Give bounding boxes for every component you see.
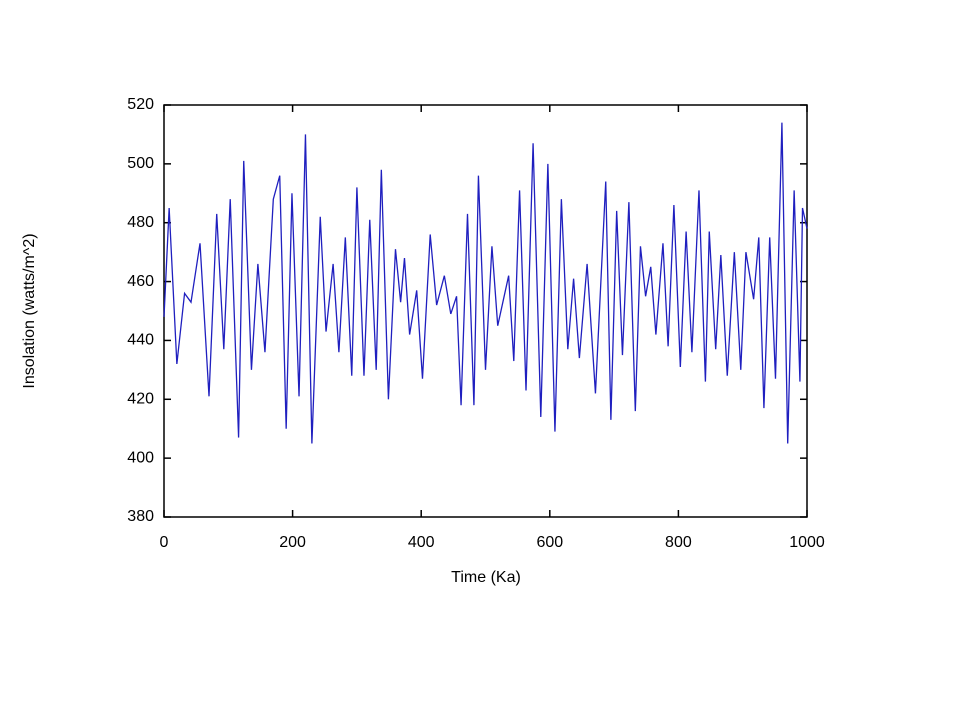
x-tick-label: 1000	[789, 534, 825, 551]
y-tick-label: 460	[127, 273, 154, 290]
y-tick-label: 420	[127, 391, 154, 408]
y-tick-label: 500	[127, 155, 154, 172]
x-axis-label: Time (Ka)	[451, 569, 521, 586]
x-tick-label: 600	[536, 534, 563, 551]
y-tick-label: 480	[127, 214, 154, 231]
x-tick-label: 400	[408, 534, 435, 551]
y-tick-label: 440	[127, 332, 154, 349]
x-tick-label: 0	[160, 534, 169, 551]
x-tick-label: 200	[279, 534, 306, 551]
y-tick-label: 380	[127, 508, 154, 525]
y-tick-label: 400	[127, 449, 154, 466]
data-line	[163, 122, 808, 444]
y-tick-label: 520	[127, 96, 154, 113]
y-axis-label: Insolation (watts/m^2)	[21, 233, 38, 388]
x-tick-label: 800	[665, 534, 692, 551]
